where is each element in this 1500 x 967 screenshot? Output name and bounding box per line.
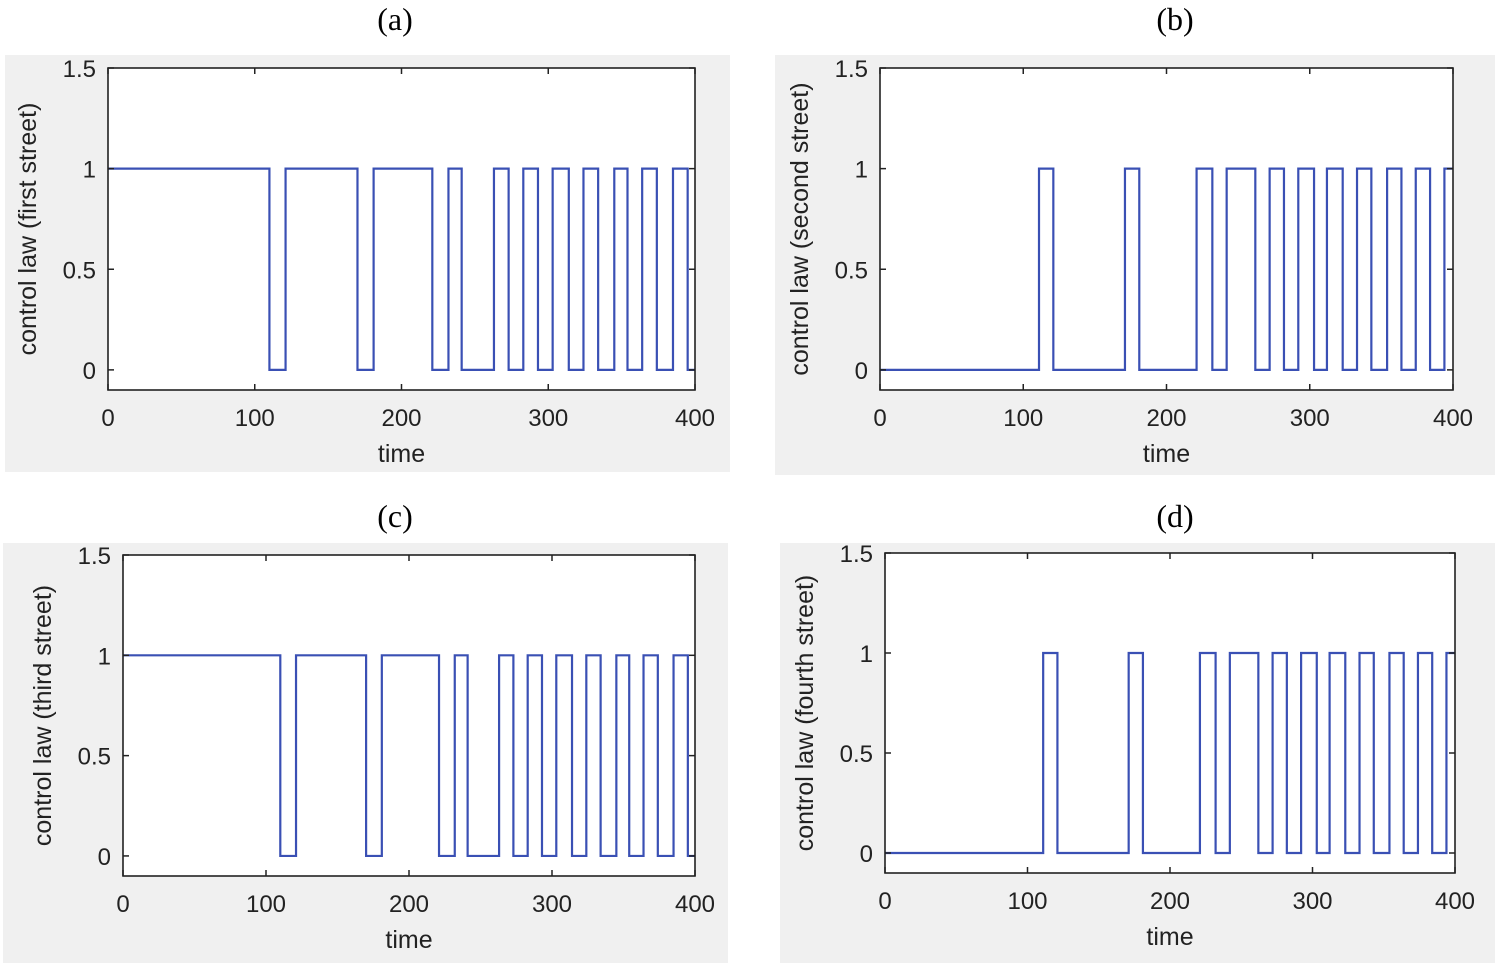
y-tick-label: 0 (83, 358, 96, 385)
x-tick-label: 400 (1433, 405, 1473, 432)
y-tick-label: 0 (98, 844, 111, 871)
x-tick-label: 100 (1003, 405, 1043, 432)
x-tick-label: 200 (389, 891, 429, 918)
y-axis-label: control law (fourth street) (791, 575, 819, 852)
x-tick-label: 400 (675, 891, 715, 918)
x-axis-label: time (378, 440, 425, 468)
subplot-d: (d) 0 100 200 300 400 0 0.5 1 1.5 time control law … (780, 498, 1495, 963)
subplot-c: (c) 0 100 200 300 400 0 0.5 1 1.5 time control law … (3, 498, 728, 963)
x-tick-label: 0 (101, 405, 114, 432)
x-tick-label: 0 (878, 888, 891, 915)
panel-label: (a) (377, 1, 413, 37)
x-tick-label: 0 (873, 405, 886, 432)
x-tick-label: 400 (1435, 888, 1475, 915)
x-tick-label: 0 (116, 891, 129, 918)
series-line (123, 654, 695, 858)
y-tick-label: 1.5 (63, 56, 96, 83)
plot-area (108, 68, 695, 390)
y-tick-label: 0.5 (835, 257, 868, 284)
x-tick-label: 100 (235, 405, 275, 432)
y-tick-label: 1 (83, 157, 96, 184)
plot-area (885, 553, 1455, 873)
series-line (880, 167, 1453, 371)
y-tick-label: 1.5 (78, 543, 111, 570)
x-tick-label: 300 (528, 405, 568, 432)
x-tick-label: 100 (246, 891, 286, 918)
y-axis-label: control law (third street) (29, 585, 57, 846)
y-tick-label: 1 (98, 643, 111, 670)
y-tick-label: 0.5 (63, 257, 96, 284)
y-tick-label: 0 (855, 358, 868, 385)
series-line (885, 651, 1455, 855)
x-tick-label: 400 (675, 405, 715, 432)
series-line (108, 167, 695, 371)
y-tick-label: 1.5 (840, 541, 873, 568)
y-tick-label: 0.5 (840, 741, 873, 768)
panel-label: (d) (1156, 498, 1193, 534)
panel-label: (c) (377, 498, 413, 534)
x-tick-label: 200 (1146, 405, 1186, 432)
subplot-a: (a) 0 100 200 300 400 0 0.5 1 1.5 time control law … (5, 1, 730, 472)
plot-area (123, 555, 695, 876)
y-tick-label: 1 (855, 157, 868, 184)
y-tick-label: 0.5 (78, 744, 111, 771)
y-axis-label: control law (first street) (14, 103, 42, 356)
x-tick-label: 200 (381, 405, 421, 432)
y-tick-label: 1.5 (835, 56, 868, 83)
x-axis-label: time (1143, 440, 1190, 468)
y-axis-label: control law (second street) (786, 82, 814, 375)
x-axis-label: time (385, 926, 432, 954)
x-tick-label: 300 (1292, 888, 1332, 915)
subplot-b: (b) 0 100 200 300 400 0 0.5 1 1.5 time control law … (775, 1, 1495, 475)
x-tick-label: 100 (1007, 888, 1047, 915)
x-tick-label: 200 (1150, 888, 1190, 915)
y-tick-label: 0 (860, 841, 873, 868)
plot-area (880, 68, 1453, 390)
y-tick-label: 1 (860, 641, 873, 668)
x-tick-label: 300 (532, 891, 572, 918)
panel-label: (b) (1156, 1, 1193, 37)
x-axis-label: time (1146, 923, 1193, 951)
x-tick-label: 300 (1290, 405, 1330, 432)
